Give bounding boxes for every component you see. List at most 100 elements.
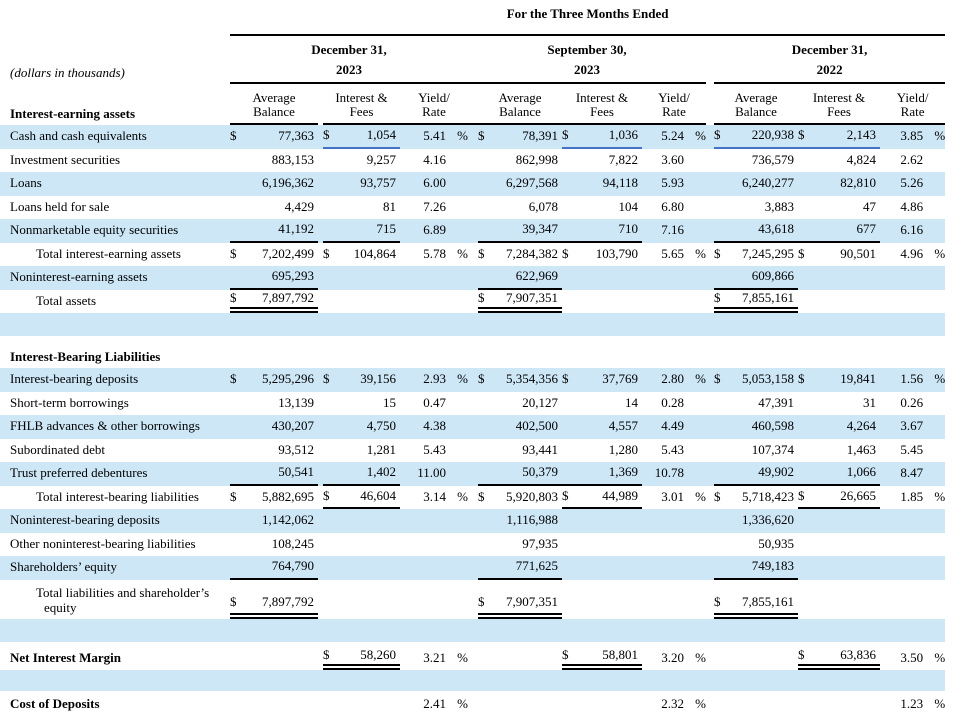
amount-value: 3.60 [661,151,684,167]
amount-value: 1.23 [900,695,924,711]
value-cell: 4,750 [323,415,400,439]
amount-value: 5.43 [423,441,446,457]
amount-value: 1,116,988 [506,512,558,528]
value-cell: 49,902 [714,462,798,486]
amount-value: 7,907,351 [506,289,558,305]
gap-cell [468,462,478,486]
value-cell [323,556,400,580]
dollar-sign: $ [714,488,721,504]
value-cell [798,556,880,580]
amount-value: 3.85 [900,128,924,144]
row-label: Cash and cash equivalents [0,125,230,149]
value-cell: $7,284,382 [478,243,562,267]
blank-cell [0,618,946,642]
value-cell [323,696,400,713]
value-cell: $5,882,695 [230,486,318,510]
amount-value: 26,665 [840,487,876,503]
gap-cell [318,368,323,392]
amount-value: 609,866 [751,268,794,284]
value-cell: 1,280 [562,439,642,463]
dollar-sign: $ [714,127,721,143]
amount-value: 1,402 [366,464,396,480]
value-cell: 50,935 [714,533,798,557]
column-header: Average Balance [714,84,798,125]
value-cell: $46,604 [323,486,400,509]
amount-value: 2.32 [661,695,684,711]
amount-value: 4,429 [284,198,314,214]
amount-value: 5,882,695 [262,488,314,504]
value-cell: 6.89 [400,219,468,243]
table-row-27: Cost of Deposits 2.41% 2.32% 1.23% [0,696,945,713]
row-label: Total interest-earning assets [36,245,181,261]
table-row-4: Loans held for sale 4,429 81 7.26 6,078 104 6.… [0,196,945,220]
value-cell: 104 [562,196,642,220]
value-cell: 47 [798,196,880,220]
amount-value: 5,295,296 [262,371,314,387]
dollar-sign: $ [562,371,569,387]
amount-value: 93,441 [522,441,558,457]
value-cell: 97,935 [478,533,562,557]
amount-value: 82,810 [840,175,876,191]
amount-value: 5.93 [661,175,684,191]
table-row-2: Investment securities 883,153 9,257 4.16 862… [0,149,945,173]
amount-value: 5,053,158 [742,371,794,387]
amount-value: 93,512 [278,441,314,457]
value-cell: $5,053,158 [714,368,798,392]
value-cell [798,580,880,619]
amount-value: 695,293 [271,268,314,284]
dollar-sign: $ [230,371,237,387]
value-cell: 7.16 [642,219,706,243]
amount-value: 107,374 [751,441,794,457]
value-cell: 1,066 [798,462,880,486]
amount-value: 6,196,362 [262,175,314,191]
dollar-sign: $ [478,289,485,305]
row-label: Short-term borrowings [10,394,129,410]
gap-cell [318,509,323,533]
amount-value: 11.00 [417,465,446,481]
amount-value: 736,579 [751,151,794,167]
row-label: Total interest-bearing liabilities [36,488,199,504]
value-cell: $7,907,351 [478,289,562,313]
value-cell: $77,363 [230,125,318,149]
row-label: Loans [0,172,230,196]
period-date-2: September 30, [547,42,627,58]
value-cell: 5.24% [642,125,706,149]
amount-value: 460,598 [751,418,794,434]
amount-value: 13,139 [278,394,314,410]
amount-value: 1,142,062 [262,512,314,528]
period-year-3: 2022 [714,62,946,84]
amount-value: 1,054 [366,127,396,143]
value-cell [798,290,880,314]
amount-value: 7,202,499 [262,245,314,261]
row-label: Total assets [36,292,97,308]
amount-value: 3.21 [423,650,446,666]
value-cell: $220,938 [714,125,798,149]
dollar-sign: $ [478,371,485,387]
amount-value: 46,604 [360,487,396,503]
column-header: Yield/Rate [400,84,468,125]
dollar-sign: $ [798,371,805,387]
value-cell: 4.16 [400,149,468,173]
gap-cell [468,415,478,439]
percent-sign: % [457,245,468,261]
amount-value: 3.50 [900,650,924,666]
value-cell: $1,036 [562,125,642,149]
value-cell: 13,139 [230,392,318,416]
table-row-3: Loans 6,196,362 93,757 6.00 6,297,568 94,118 5… [0,172,946,196]
gap-cell [706,696,714,713]
amount-value: 1,036 [608,127,638,143]
value-cell: $7,897,792 [230,290,318,313]
value-cell: $103,790 [562,243,642,267]
amount-value: 5.43 [661,441,684,457]
gap-cell [468,580,478,619]
value-cell: $26,665 [798,486,880,509]
dollar-sign: $ [323,487,330,503]
amount-value: 764,790 [271,558,314,574]
value-cell: $7,855,161 [714,580,798,619]
amount-value: 677 [856,221,877,237]
blank-row [0,618,946,642]
amount-value: 39,156 [360,371,396,387]
value-cell: 4.86 [880,196,945,220]
gap-cell [706,556,714,580]
value-cell: 93,757 [323,172,400,196]
